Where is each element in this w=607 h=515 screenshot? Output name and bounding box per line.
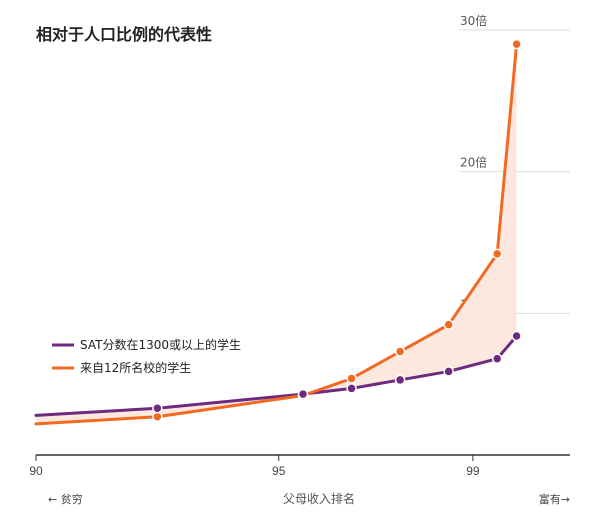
legend-item-sat: SAT分数在1300或以上的学生	[52, 337, 241, 352]
sat-data-point	[152, 403, 163, 414]
sat-data-point	[511, 330, 522, 342]
y-tick-label: 30倍	[460, 13, 487, 28]
legend-label: SAT分数在1300或以上的学生	[80, 337, 241, 352]
college-data-point	[443, 319, 454, 330]
legend-label: 来自12所名校的学生	[80, 360, 191, 375]
x-tick-label: 95	[272, 464, 286, 478]
line-layer	[34, 42, 519, 426]
axis-layer: 90 95 99	[29, 454, 570, 478]
college-data-point	[346, 373, 357, 384]
x-tick-label: 90	[29, 464, 43, 478]
sat-series-line	[34, 334, 519, 417]
x-note-rich: 富有→	[539, 492, 570, 506]
x-tick-label: 99	[466, 464, 480, 478]
chart-title: 相对于人口比例的代表性	[36, 25, 212, 44]
college-data-point	[511, 38, 522, 50]
sat-data-point	[443, 366, 454, 377]
sat-data-point	[297, 388, 309, 400]
x-note-poor: ← 贫穷	[48, 492, 83, 506]
sat-data-point	[346, 383, 357, 394]
y-tick-label: 20倍	[460, 155, 487, 170]
college-data-point	[491, 248, 503, 260]
college-data-point	[152, 411, 163, 422]
x-axis-label: 父母收入排名	[283, 491, 355, 506]
sat-data-point	[491, 353, 503, 364]
marker-layer	[152, 38, 522, 422]
college-data-point	[394, 346, 406, 357]
college-series-line	[34, 42, 519, 426]
sat-data-point	[394, 374, 406, 386]
legend-item-college: 来自12所名校的学生	[52, 360, 191, 375]
